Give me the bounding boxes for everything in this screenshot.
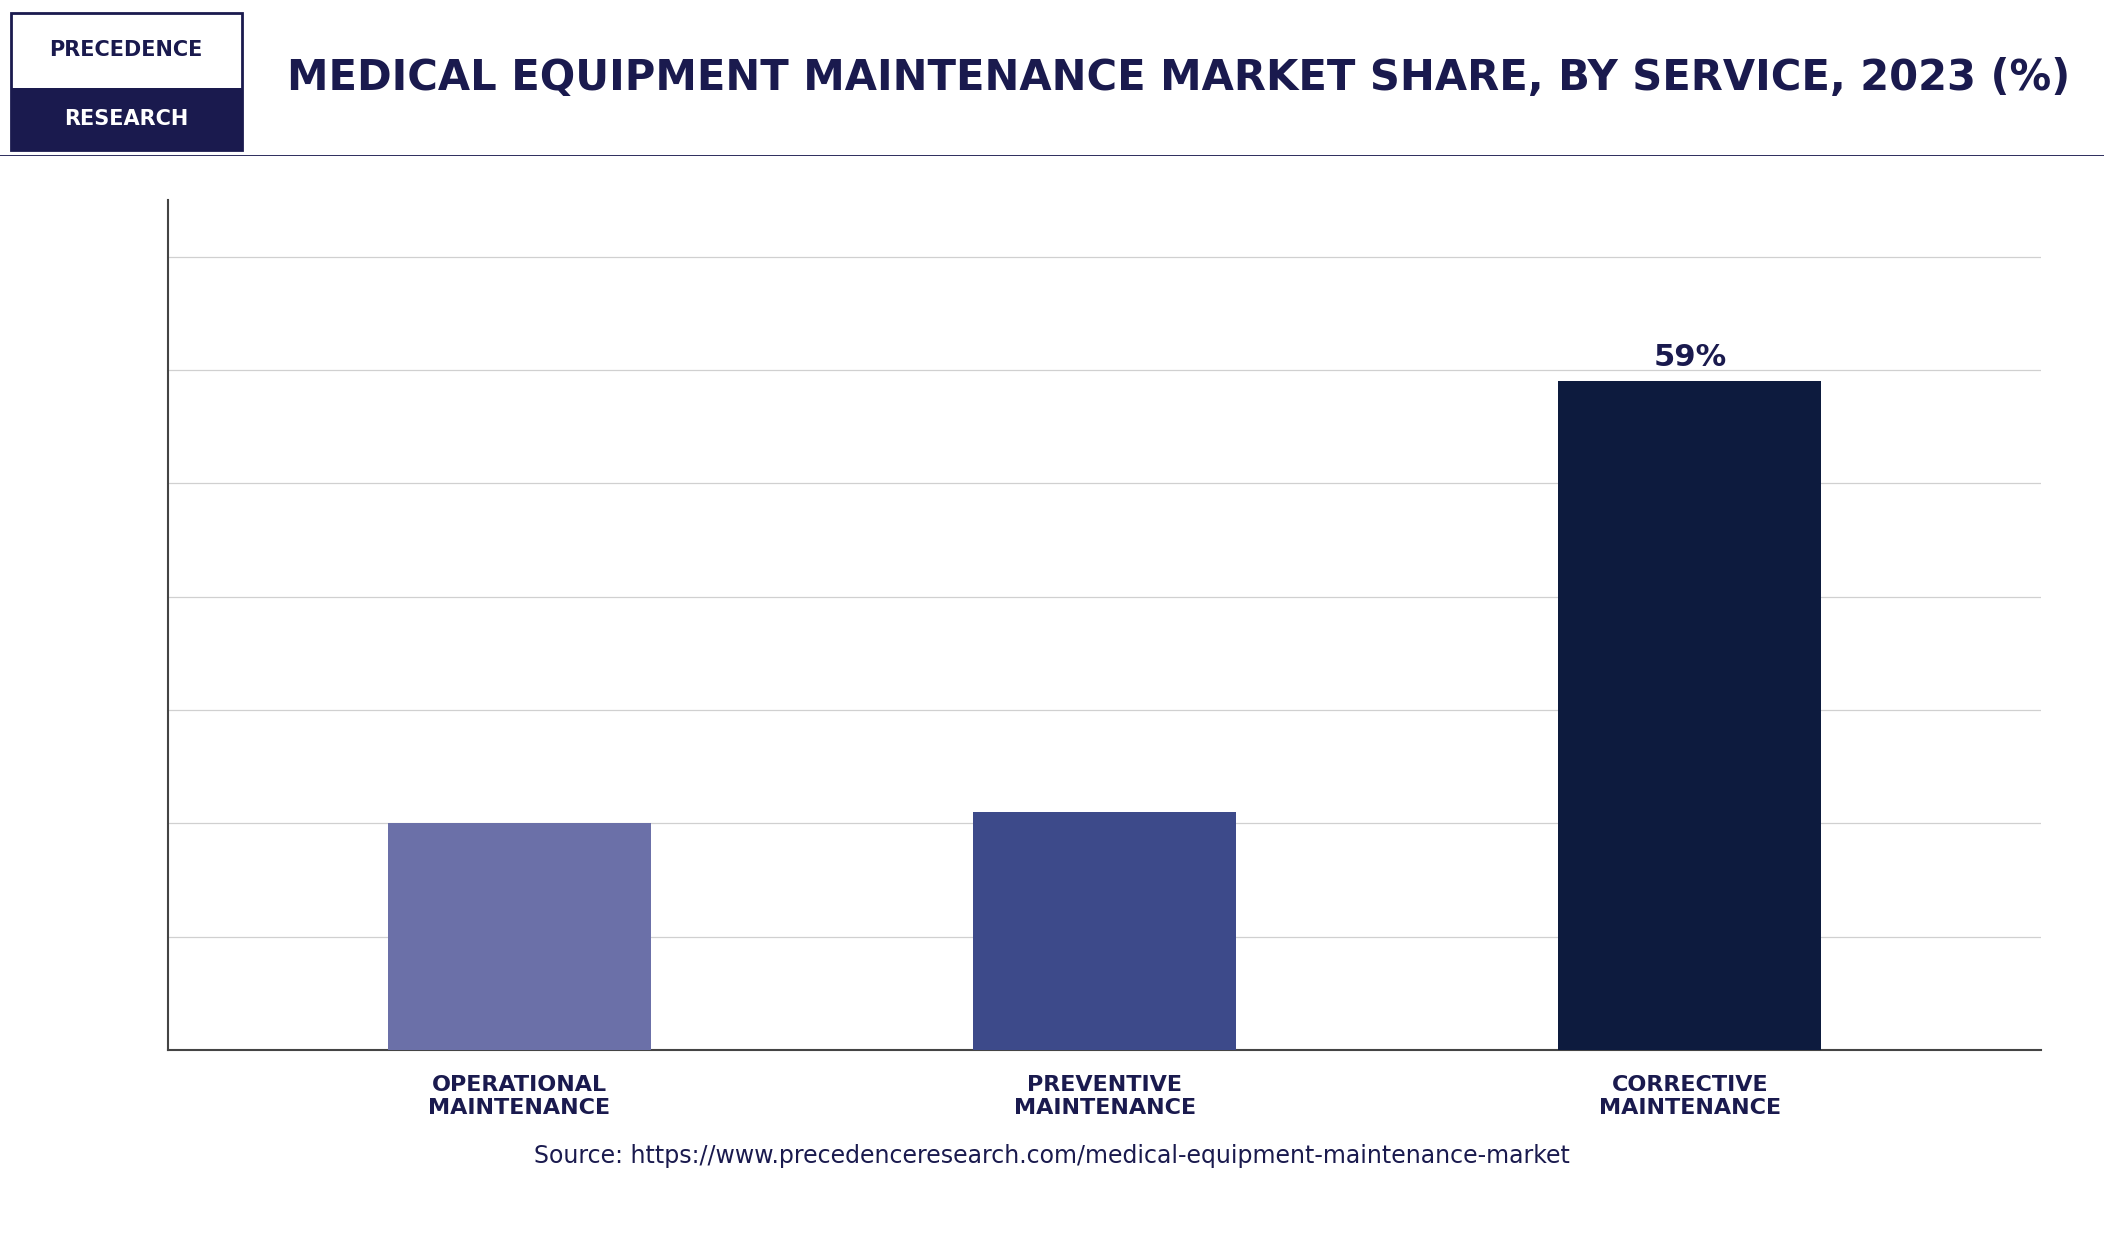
Text: MEDICAL EQUIPMENT MAINTENANCE MARKET SHARE, BY SERVICE, 2023 (%): MEDICAL EQUIPMENT MAINTENANCE MARKET SHA…	[286, 58, 2070, 99]
Text: PRECEDENCE: PRECEDENCE	[50, 40, 202, 60]
Bar	[972, 812, 1237, 1050]
Bar	[11, 12, 242, 88]
Bar	[387, 824, 650, 1050]
Text: Source: https://www.precedenceresearch.com/medical-equipment-maintenance-market: Source: https://www.precedenceresearch.c…	[534, 1144, 1570, 1169]
Bar	[11, 88, 242, 150]
Bar	[1559, 381, 1822, 1050]
Text: 59%: 59%	[1654, 344, 1727, 372]
Text: RESEARCH: RESEARCH	[63, 109, 189, 129]
Bar	[11, 12, 242, 150]
